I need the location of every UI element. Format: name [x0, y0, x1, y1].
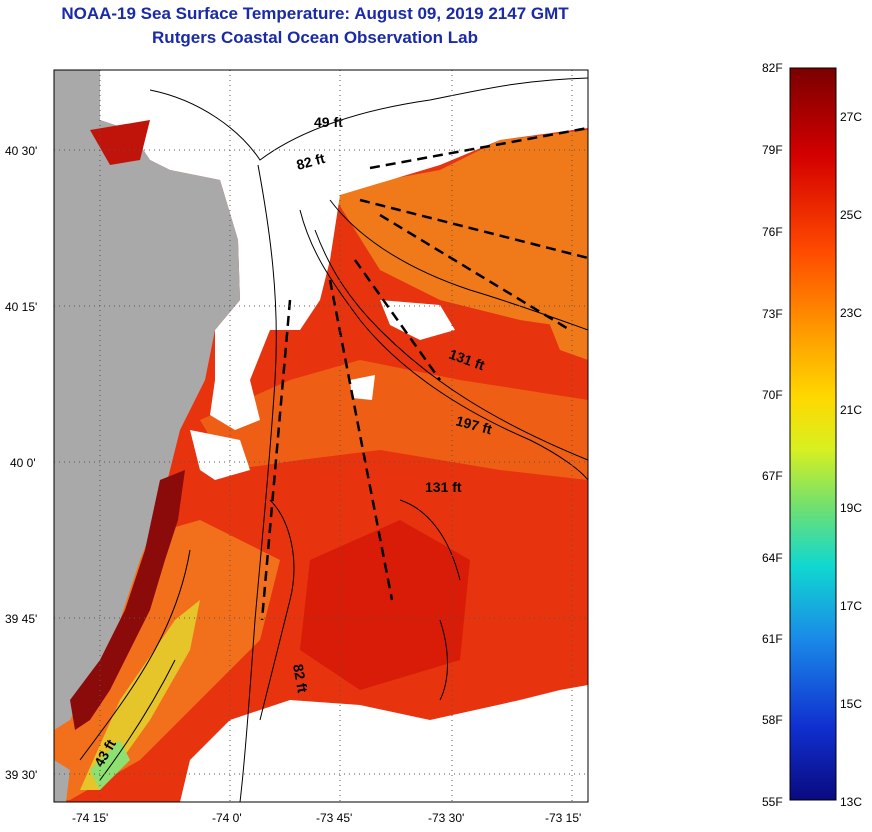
cloud-mask-patch: [190, 430, 250, 480]
depth-label-131ft-center: 131 ft: [425, 479, 462, 495]
colorbar-f-label: 61F: [762, 632, 783, 646]
longitude-axis: -74 15' -74 0' -73 45' -73 30' -73 15': [72, 811, 581, 825]
colorbar-c-label: 27C: [840, 110, 862, 124]
cloud-mask-south: [180, 685, 588, 802]
sst-bay-hot: [90, 120, 150, 165]
lat-label: 39 30': [5, 768, 37, 782]
lat-label: 40 0': [10, 456, 36, 470]
colorbar-f-label: 79F: [762, 143, 783, 157]
map-frame: [53, 69, 589, 803]
lat-label: 40 30': [5, 144, 37, 158]
latitude-axis: 40 30' 40 15' 40 0' 39 45' 39 30': [5, 144, 37, 782]
cloud-mask-north: [100, 70, 588, 380]
colorbar-c-label: 23C: [840, 306, 862, 320]
lat-label: 39 45': [5, 612, 37, 626]
cloud-mask-patch: [380, 300, 455, 340]
colorbar-fahrenheit-labels: 82F 79F 76F 73F 70F 67F 64F 61F 58F 55F: [762, 61, 783, 809]
lon-label: -73 30': [428, 811, 464, 825]
colorbar-f-label: 64F: [762, 551, 783, 565]
lon-label: -73 15': [545, 811, 581, 825]
colorbar-f-label: 82F: [762, 61, 783, 75]
colorbar-c-label: 17C: [840, 599, 862, 613]
cloud-mask-patch: [210, 380, 260, 430]
lon-label: -74 0': [212, 811, 242, 825]
colorbar-c-label: 19C: [840, 501, 862, 515]
lon-label: -73 45': [316, 811, 352, 825]
colorbar-f-label: 70F: [762, 388, 783, 402]
lon-label: -74 15': [72, 811, 108, 825]
depth-label-82ft-north: 82 ft: [295, 150, 327, 173]
cloud-mask-patch: [350, 375, 375, 400]
map-title: NOAA-19 Sea Surface Temperature: August …: [61, 4, 569, 23]
colorbar-c-label: 15C: [840, 697, 862, 711]
sst-patch-orange: [330, 130, 588, 330]
map-subtitle: Rutgers Coastal Ocean Observation Lab: [152, 28, 478, 47]
depth-label-49ft: 49 ft: [314, 114, 343, 130]
colorbar-f-label: 67F: [762, 469, 783, 483]
colorbar-f-label: 58F: [762, 713, 783, 727]
colorbar-celsius-labels: 27C 25C 23C 21C 19C 17C 15C 13C: [840, 110, 862, 809]
colorbar-c-label: 13C: [840, 795, 862, 809]
transect-lines: [260, 126, 588, 621]
sst-patch-yellow: [80, 600, 200, 790]
lat-label: 40 15': [5, 300, 37, 314]
colorbar-f-label: 76F: [762, 225, 783, 239]
sst-coastal-hot: [70, 470, 185, 730]
depth-label-82ft-south: 82 ft: [290, 663, 311, 694]
colorbar: [789, 67, 837, 801]
colorbar-f-label: 55F: [762, 795, 783, 809]
colorbar-c-label: 25C: [840, 208, 862, 222]
sst-patch-deep-red: [300, 520, 470, 690]
colorbar-f-label: 73F: [762, 307, 783, 321]
colorbar-c-label: 21C: [840, 403, 862, 417]
sst-patch-orange: [200, 360, 588, 480]
map-area: 49 ft 82 ft 131 ft 197 ft 131 ft 82 ft 4…: [54, 70, 588, 802]
graticule: [54, 70, 588, 802]
